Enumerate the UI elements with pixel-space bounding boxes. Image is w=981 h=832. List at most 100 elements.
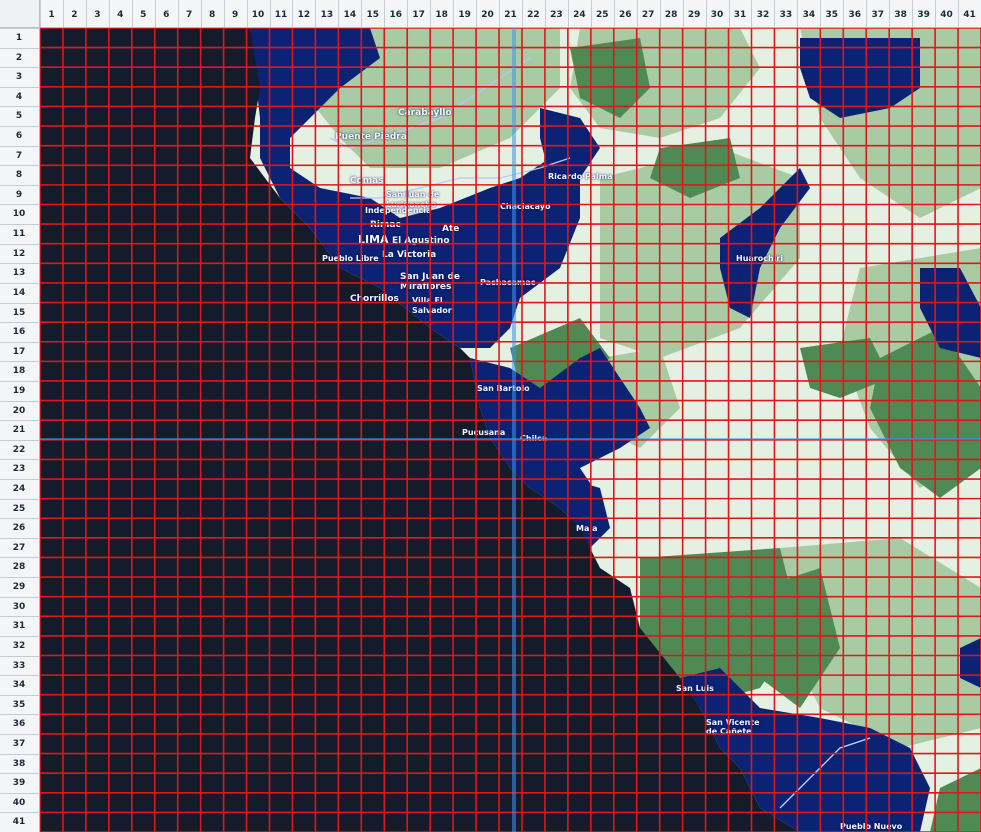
- column-divider: [866, 0, 867, 28]
- row-label[interactable]: 5: [0, 111, 38, 121]
- column-label[interactable]: 12: [292, 10, 315, 26]
- row-label[interactable]: 36: [0, 719, 38, 729]
- map-view[interactable]: Carabayllo Puente Piedra Comas San Juan …: [40, 28, 981, 832]
- column-label[interactable]: 36: [843, 10, 866, 26]
- row-label[interactable]: 18: [0, 366, 38, 376]
- map-label-pucusana: Pucusana: [462, 428, 505, 437]
- column-label[interactable]: 4: [109, 10, 132, 26]
- row-label[interactable]: 37: [0, 739, 38, 749]
- map-label-chaclacayo: Chaclacayo: [500, 202, 550, 211]
- column-label[interactable]: 31: [729, 10, 752, 26]
- column-label[interactable]: 28: [660, 10, 683, 26]
- row-label[interactable]: 3: [0, 72, 38, 82]
- column-divider: [660, 0, 661, 28]
- column-label[interactable]: 11: [270, 10, 293, 26]
- row-label[interactable]: 39: [0, 778, 38, 788]
- row-label[interactable]: 23: [0, 464, 38, 474]
- row-label[interactable]: 14: [0, 288, 38, 298]
- column-label[interactable]: 35: [820, 10, 843, 26]
- row-label[interactable]: 9: [0, 190, 38, 200]
- column-label[interactable]: 2: [63, 10, 86, 26]
- column-label[interactable]: 8: [201, 10, 224, 26]
- column-label[interactable]: 41: [958, 10, 981, 26]
- row-label[interactable]: 33: [0, 661, 38, 671]
- row-label[interactable]: 27: [0, 543, 38, 553]
- map-label-ate: Ate: [442, 224, 459, 234]
- row-label[interactable]: 25: [0, 504, 38, 514]
- map-label-carabayllo: Carabayllo: [398, 108, 452, 118]
- row-label[interactable]: 4: [0, 92, 38, 102]
- column-label[interactable]: 26: [614, 10, 637, 26]
- row-divider: [0, 322, 40, 323]
- row-label[interactable]: 10: [0, 209, 38, 219]
- column-divider: [315, 0, 316, 28]
- column-label[interactable]: 14: [338, 10, 361, 26]
- column-label[interactable]: 6: [155, 10, 178, 26]
- column-divider: [430, 0, 431, 28]
- column-label[interactable]: 33: [774, 10, 797, 26]
- column-label[interactable]: 20: [476, 10, 499, 26]
- row-label[interactable]: 34: [0, 680, 38, 690]
- column-label[interactable]: 39: [912, 10, 935, 26]
- row-label[interactable]: 22: [0, 445, 38, 455]
- row-label[interactable]: 8: [0, 170, 38, 180]
- row-label[interactable]: 26: [0, 523, 38, 533]
- column-label[interactable]: 7: [178, 10, 201, 26]
- column-label[interactable]: 24: [568, 10, 591, 26]
- column-label[interactable]: 30: [706, 10, 729, 26]
- column-label[interactable]: 17: [407, 10, 430, 26]
- column-label[interactable]: 5: [132, 10, 155, 26]
- row-label[interactable]: 29: [0, 582, 38, 592]
- row-divider: [0, 616, 40, 617]
- row-label[interactable]: 19: [0, 386, 38, 396]
- column-label[interactable]: 21: [499, 10, 522, 26]
- row-label[interactable]: 21: [0, 425, 38, 435]
- row-divider: [0, 557, 40, 558]
- map-label-san-juan-de-miraflores: San Juan de Miraflores: [400, 272, 460, 292]
- row-label[interactable]: 13: [0, 268, 38, 278]
- column-label[interactable]: 3: [86, 10, 109, 26]
- row-label[interactable]: 41: [0, 817, 38, 827]
- row-label[interactable]: 35: [0, 700, 38, 710]
- row-divider: [0, 597, 40, 598]
- row-label[interactable]: 6: [0, 131, 38, 141]
- column-label[interactable]: 15: [361, 10, 384, 26]
- column-label[interactable]: 29: [683, 10, 706, 26]
- column-label[interactable]: 38: [889, 10, 912, 26]
- header-corner[interactable]: [0, 0, 40, 28]
- row-label[interactable]: 20: [0, 406, 38, 416]
- row-label[interactable]: 2: [0, 53, 38, 63]
- column-divider: [338, 0, 339, 28]
- row-label[interactable]: 17: [0, 347, 38, 357]
- row-label[interactable]: 40: [0, 798, 38, 808]
- column-label[interactable]: 32: [751, 10, 774, 26]
- row-label[interactable]: 7: [0, 151, 38, 161]
- column-label[interactable]: 9: [224, 10, 247, 26]
- row-label[interactable]: 30: [0, 602, 38, 612]
- row-label[interactable]: 31: [0, 621, 38, 631]
- column-label[interactable]: 27: [637, 10, 660, 26]
- column-label[interactable]: 40: [935, 10, 958, 26]
- row-divider: [0, 263, 40, 264]
- column-label[interactable]: 37: [866, 10, 889, 26]
- row-label[interactable]: 28: [0, 562, 38, 572]
- row-label[interactable]: 24: [0, 484, 38, 494]
- column-label[interactable]: 18: [430, 10, 453, 26]
- row-label[interactable]: 12: [0, 249, 38, 259]
- column-divider: [247, 0, 248, 28]
- row-label[interactable]: 1: [0, 33, 38, 43]
- row-label[interactable]: 32: [0, 641, 38, 651]
- row-label[interactable]: 38: [0, 759, 38, 769]
- column-label[interactable]: 22: [522, 10, 545, 26]
- column-label[interactable]: 16: [384, 10, 407, 26]
- row-label[interactable]: 16: [0, 327, 38, 337]
- column-label[interactable]: 19: [453, 10, 476, 26]
- column-label[interactable]: 13: [315, 10, 338, 26]
- column-label[interactable]: 1: [40, 10, 63, 26]
- row-label[interactable]: 15: [0, 308, 38, 318]
- column-label[interactable]: 23: [545, 10, 568, 26]
- column-label[interactable]: 10: [247, 10, 270, 26]
- column-label[interactable]: 34: [797, 10, 820, 26]
- column-label[interactable]: 25: [591, 10, 614, 26]
- row-label[interactable]: 11: [0, 229, 38, 239]
